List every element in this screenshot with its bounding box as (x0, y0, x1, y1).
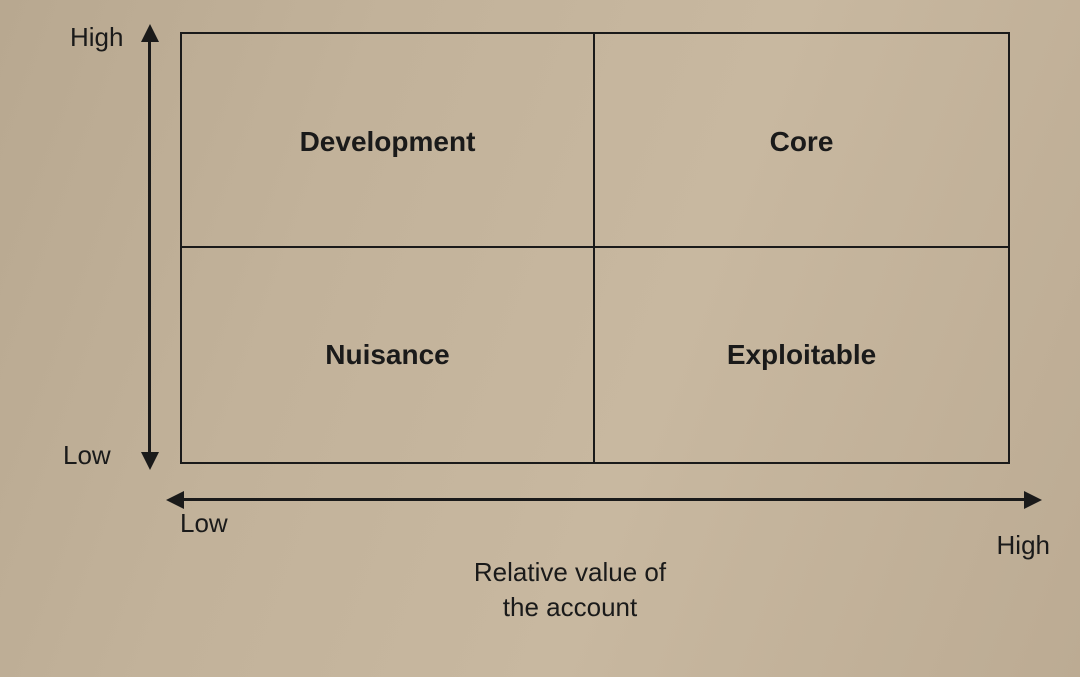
y-axis-arrow-up-icon (141, 24, 159, 42)
x-axis-arrow-left-icon (166, 491, 184, 509)
quadrant-bottom-right: Exploitable (595, 248, 1008, 462)
x-axis-title-text: Relative value ofthe account (474, 557, 666, 622)
x-axis-title: Relative value ofthe account (440, 555, 700, 625)
diagram-container: Attractivenessof customer High Low Devel… (0, 0, 1080, 677)
quadrant-top-left-label: Development (300, 126, 476, 158)
y-axis-line (148, 32, 151, 464)
quadrant-bottom-right-label: Exploitable (727, 339, 876, 371)
y-axis-high-label: High (70, 22, 123, 53)
y-axis-arrow-down-icon (141, 452, 159, 470)
quadrant-top-right-label: Core (770, 126, 834, 158)
y-axis-low-label: Low (63, 440, 111, 471)
quadrant-top-left: Development (182, 34, 595, 248)
quadrant-matrix: Development Core Nuisance Exploitable (180, 32, 1010, 464)
quadrant-bottom-left: Nuisance (182, 248, 595, 462)
quadrant-top-right: Core (595, 34, 1008, 248)
x-axis-high-label: High (997, 530, 1050, 561)
x-axis-low-label: Low (180, 508, 228, 539)
x-axis-arrow-right-icon (1024, 491, 1042, 509)
quadrant-bottom-left-label: Nuisance (325, 339, 450, 371)
x-axis-line (182, 498, 1030, 501)
